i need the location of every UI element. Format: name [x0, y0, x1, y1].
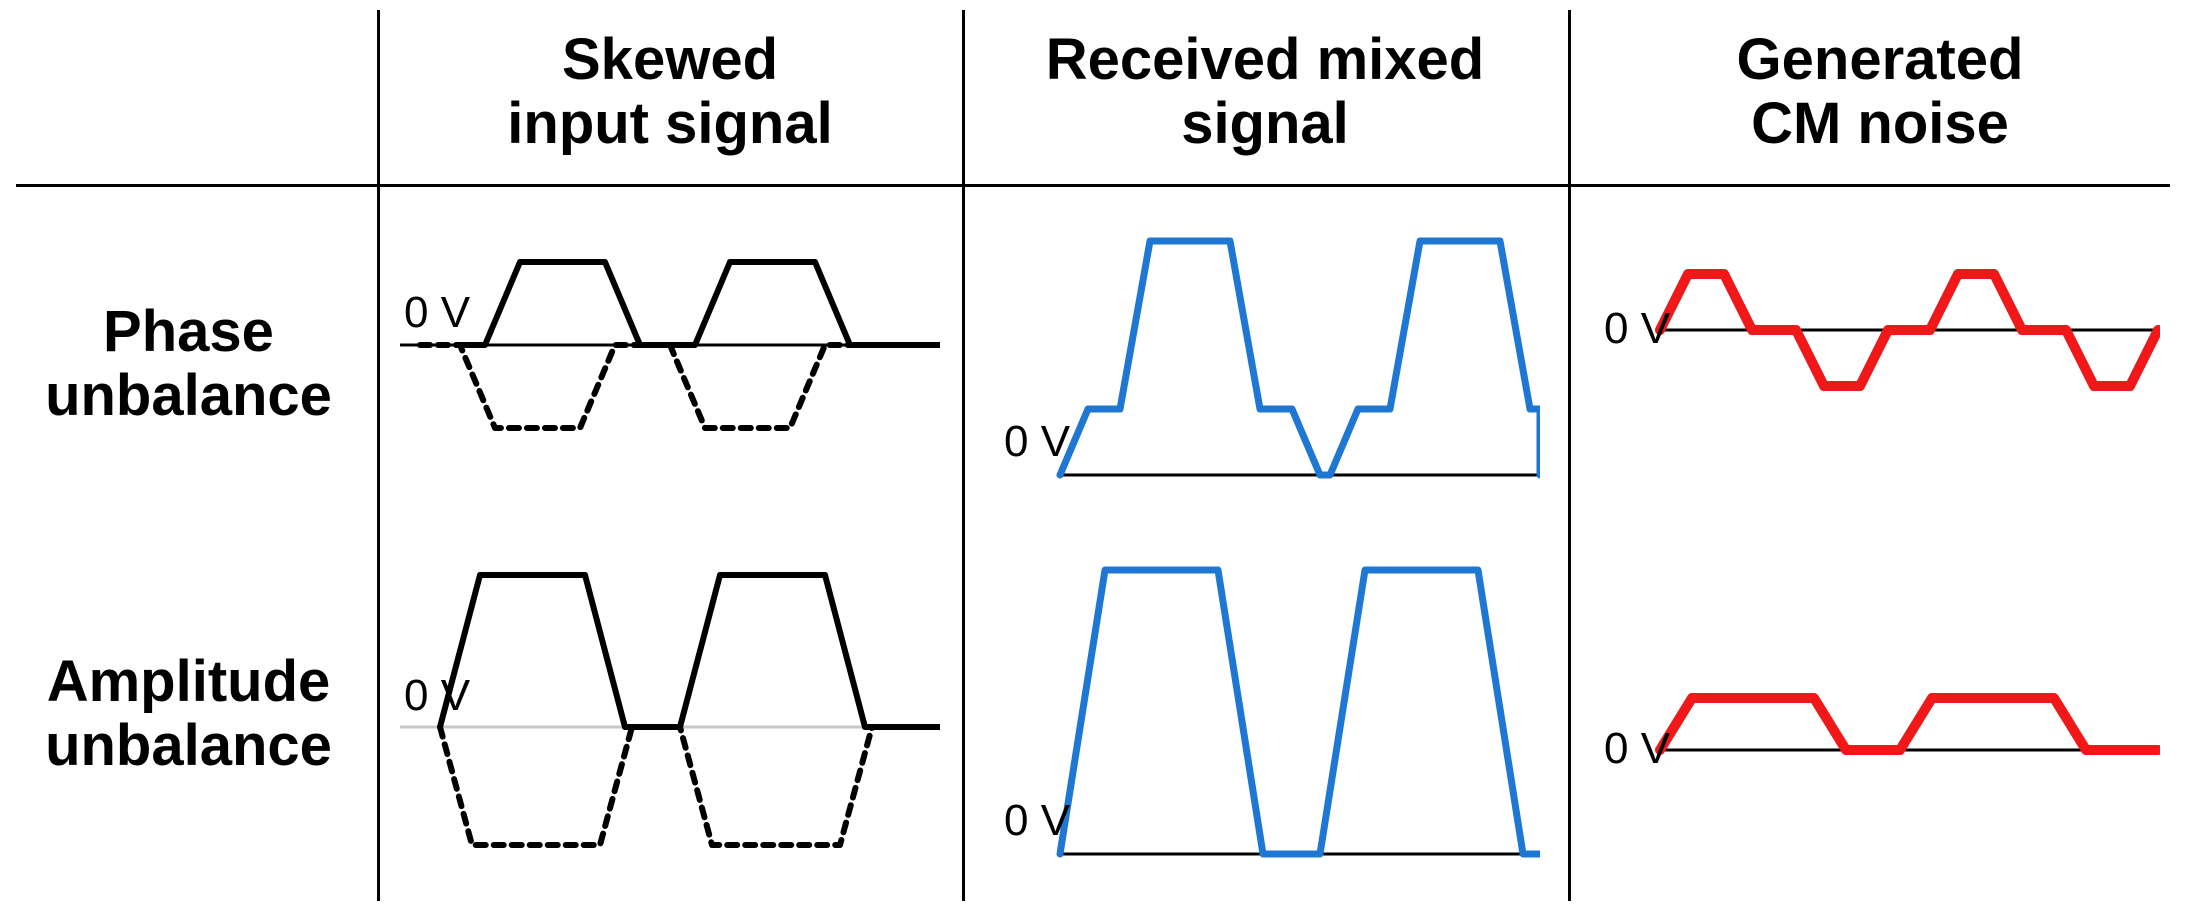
- plot-phase_cm: [1600, 230, 2160, 490]
- plot-amp_mixed: [1000, 540, 1540, 880]
- col-header-2: Received mixed signal: [980, 28, 1550, 156]
- plot-amp_input: [400, 545, 940, 875]
- row-label-1: Phase unbalance: [0, 300, 377, 428]
- row-label-1-l2: unbalance: [45, 363, 332, 428]
- col-header-2-l1: Received mixed: [1046, 27, 1484, 92]
- signal-line-0: [440, 575, 940, 727]
- signal-line-0: [1660, 698, 2158, 750]
- col-header-3-l1: Generated: [1737, 27, 2024, 92]
- plot-phase_mixed: [1000, 205, 1540, 505]
- col-header-3: Generated CM noise: [1610, 28, 2150, 156]
- signal-line-1: [420, 345, 920, 428]
- signal-line-1: [440, 727, 940, 845]
- axis-label-phase_input: 0 V: [404, 288, 470, 338]
- row-label-1-l1: Phase: [103, 299, 274, 364]
- header-divider: [16, 184, 2170, 187]
- axis-label-amp_input: 0 V: [404, 671, 470, 721]
- axis-label-phase_cm: 0 V: [1604, 304, 1670, 354]
- row-label-2: Amplitude unbalance: [0, 650, 377, 778]
- col-divider-2: [962, 10, 965, 901]
- row-label-2-l2: unbalance: [45, 713, 332, 778]
- axis-label-amp_cm: 0 V: [1604, 724, 1670, 774]
- axis-label-amp_mixed: 0 V: [1004, 796, 1070, 846]
- col-header-1: Skewed input signal: [420, 28, 920, 156]
- axis-label-phase_mixed: 0 V: [1004, 417, 1070, 467]
- signal-line-0: [1060, 241, 1540, 475]
- col-divider-3: [1568, 10, 1571, 901]
- signal-line-0: [460, 262, 940, 345]
- row-label-2-l1: Amplitude: [47, 649, 331, 714]
- col-header-2-l2: signal: [1181, 91, 1349, 156]
- plot-phase_input: [400, 210, 940, 500]
- col-divider-1: [377, 10, 380, 901]
- col-header-1-l2: input signal: [507, 91, 832, 156]
- col-header-3-l2: CM noise: [1751, 91, 2009, 156]
- signal-line-0: [1060, 570, 1540, 854]
- plot-amp_cm: [1600, 580, 2160, 870]
- col-header-1-l1: Skewed: [562, 27, 778, 92]
